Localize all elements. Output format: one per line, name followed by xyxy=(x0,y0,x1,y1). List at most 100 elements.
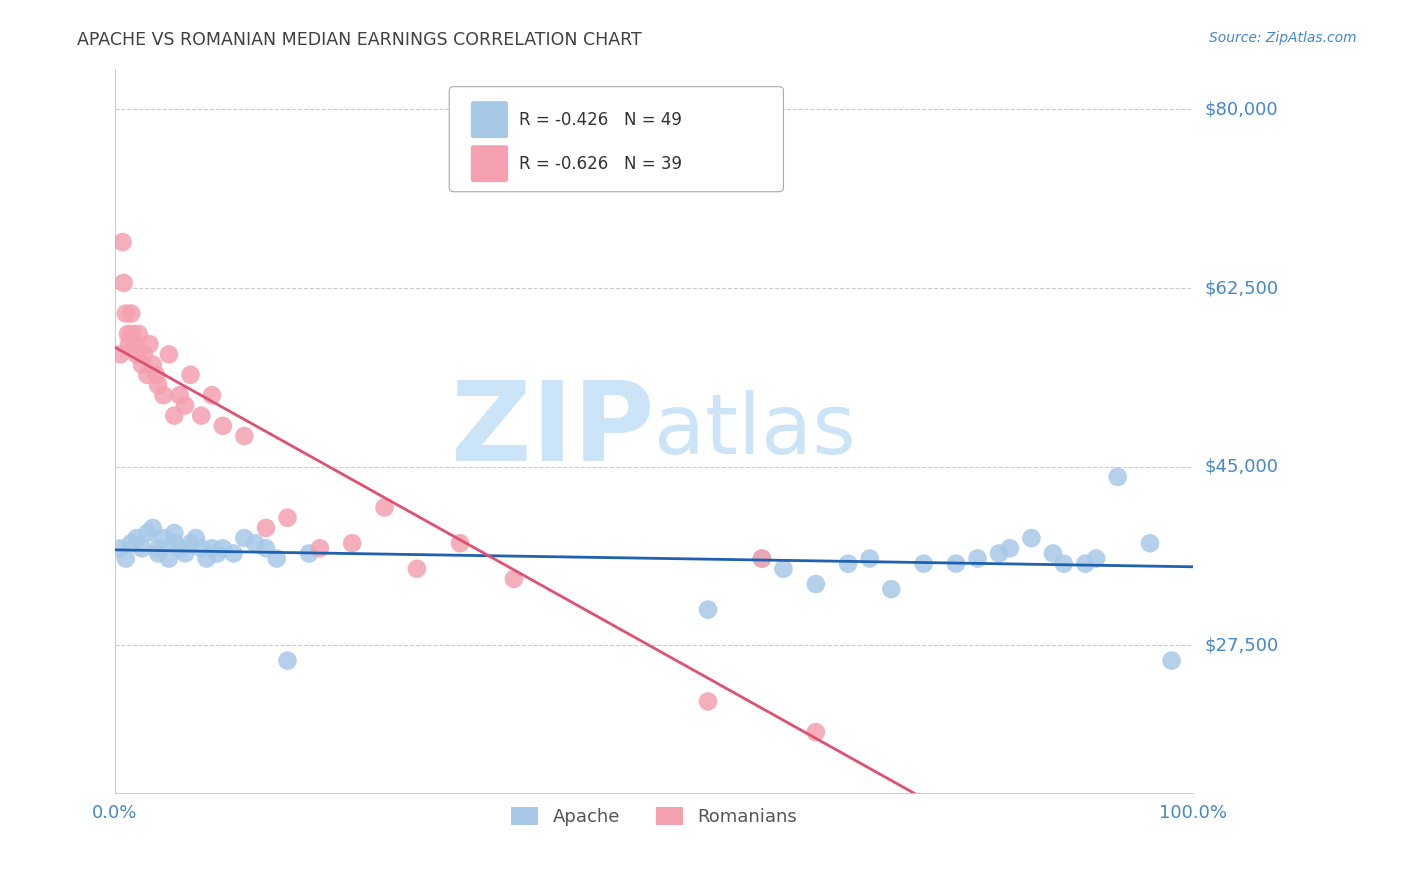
Point xyxy=(112,276,135,290)
Text: atlas: atlas xyxy=(654,391,856,472)
Text: $80,000: $80,000 xyxy=(1205,101,1278,119)
Text: R = -0.626   N = 39: R = -0.626 N = 39 xyxy=(519,154,682,173)
Point xyxy=(233,531,256,545)
Point xyxy=(998,541,1021,556)
Point xyxy=(136,368,159,382)
Point xyxy=(503,572,526,586)
Point xyxy=(772,562,794,576)
Point xyxy=(207,546,229,560)
Point xyxy=(146,378,169,392)
Point xyxy=(254,521,277,535)
Point xyxy=(266,551,288,566)
Point xyxy=(945,557,967,571)
Point xyxy=(697,694,720,708)
Point xyxy=(254,541,277,556)
Point xyxy=(134,347,156,361)
Point xyxy=(804,725,827,739)
Text: R = -0.426   N = 49: R = -0.426 N = 49 xyxy=(519,111,682,128)
FancyBboxPatch shape xyxy=(471,101,508,138)
Point xyxy=(114,306,136,320)
Text: APACHE VS ROMANIAN MEDIAN EARNINGS CORRELATION CHART: APACHE VS ROMANIAN MEDIAN EARNINGS CORRE… xyxy=(77,31,643,49)
Point xyxy=(988,546,1011,560)
Point xyxy=(174,546,197,560)
Point xyxy=(146,541,169,556)
Point xyxy=(163,536,186,550)
Point xyxy=(128,326,150,341)
Point xyxy=(308,541,330,556)
Point xyxy=(449,536,471,550)
Point xyxy=(342,536,364,550)
Text: Source: ZipAtlas.com: Source: ZipAtlas.com xyxy=(1209,31,1357,45)
Point xyxy=(1085,551,1108,566)
Point xyxy=(697,602,720,616)
Point xyxy=(125,531,148,545)
Point xyxy=(751,551,773,566)
Text: $27,500: $27,500 xyxy=(1205,636,1278,655)
Point xyxy=(131,358,153,372)
Point xyxy=(114,551,136,566)
Point xyxy=(804,577,827,591)
Point xyxy=(298,546,321,560)
Point xyxy=(152,388,174,402)
Point xyxy=(157,551,180,566)
Point xyxy=(110,541,132,556)
Point xyxy=(125,347,148,361)
Point xyxy=(966,551,988,566)
Point xyxy=(1074,557,1097,571)
Point xyxy=(1021,531,1043,545)
Point xyxy=(1160,654,1182,668)
Point xyxy=(120,536,142,550)
Point xyxy=(374,500,396,515)
Point xyxy=(145,368,167,382)
Point xyxy=(837,557,859,571)
Point xyxy=(276,654,298,668)
Point xyxy=(174,398,197,412)
Text: $62,500: $62,500 xyxy=(1205,279,1278,297)
Point xyxy=(152,531,174,545)
Point xyxy=(195,551,218,566)
Point xyxy=(201,541,224,556)
Point xyxy=(1053,557,1076,571)
Point xyxy=(233,429,256,443)
Point xyxy=(157,347,180,361)
FancyBboxPatch shape xyxy=(471,145,508,182)
Point xyxy=(136,526,159,541)
Point xyxy=(201,388,224,402)
Point xyxy=(211,541,233,556)
Point xyxy=(110,347,132,361)
Point xyxy=(120,306,142,320)
Point xyxy=(184,531,207,545)
Point xyxy=(169,388,191,402)
Legend: Apache, Romanians: Apache, Romanians xyxy=(502,797,806,835)
Point xyxy=(1042,546,1064,560)
Point xyxy=(243,536,266,550)
Text: ZIP: ZIP xyxy=(451,377,654,484)
Point xyxy=(163,409,186,423)
Point xyxy=(118,337,141,351)
Text: $45,000: $45,000 xyxy=(1205,458,1278,475)
Point xyxy=(111,235,134,249)
Point xyxy=(880,582,903,597)
Point xyxy=(211,418,233,433)
Point xyxy=(131,541,153,556)
Point xyxy=(912,557,935,571)
Point xyxy=(222,546,245,560)
Point xyxy=(124,337,146,351)
Point xyxy=(190,409,212,423)
Point xyxy=(142,521,165,535)
Point xyxy=(1107,470,1129,484)
Point xyxy=(142,358,165,372)
Point xyxy=(406,562,429,576)
Point xyxy=(179,368,201,382)
Point xyxy=(163,526,186,541)
FancyBboxPatch shape xyxy=(450,87,783,192)
Point xyxy=(190,541,212,556)
Point xyxy=(169,541,191,556)
Point xyxy=(751,551,773,566)
Point xyxy=(859,551,882,566)
Point xyxy=(179,536,201,550)
Point xyxy=(117,326,139,341)
Point xyxy=(138,337,160,351)
Point xyxy=(121,326,143,341)
Point xyxy=(146,546,169,560)
